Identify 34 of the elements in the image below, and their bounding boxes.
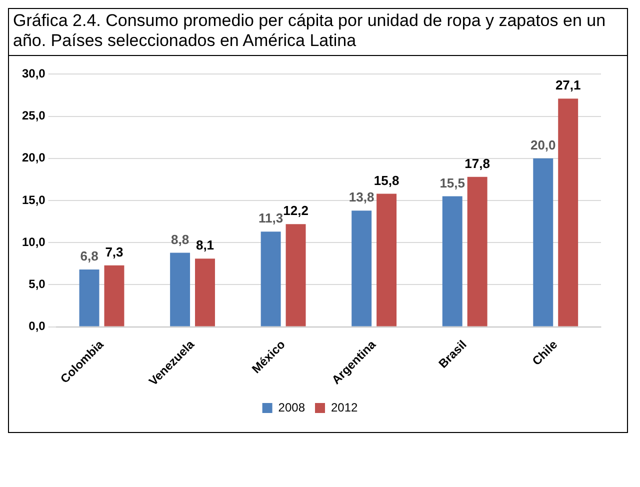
- y-tick-label: 10,0: [22, 234, 46, 249]
- data-label: 15,5: [440, 175, 466, 190]
- data-label: 12,2: [283, 203, 308, 218]
- bar: [442, 196, 462, 326]
- bar: [558, 98, 578, 326]
- bar: [260, 232, 281, 326]
- data-label: 8,8: [170, 232, 190, 247]
- y-tick-label: 0,0: [28, 319, 46, 334]
- data-label: 20,0: [530, 137, 556, 152]
- y-tick-label: 20,0: [22, 150, 46, 165]
- chart-title: Gráfica 2.4. Consumo promedio per cápita por unidad de ropa y zapatos en un año. Países seleccionados en América Latina: [12, 10, 607, 52]
- data-label: 11,3: [258, 210, 284, 226]
- y-tick-label: 25,0: [22, 108, 46, 123]
- data-label: 27,1: [555, 78, 581, 93]
- data-label: 13,8: [348, 190, 374, 205]
- bar: [352, 210, 372, 326]
- data-label: 17,8: [464, 156, 490, 171]
- bar: [467, 176, 488, 326]
- data-label: 8,1: [196, 238, 214, 253]
- bar: [79, 270, 100, 326]
- data-label: 6,8: [80, 248, 98, 264]
- bar: [376, 194, 397, 326]
- bar: [286, 224, 306, 326]
- y-tick-label: 5,0: [28, 277, 46, 291]
- data-label: 15,8: [374, 172, 400, 188]
- bar: [104, 265, 124, 326]
- legend-label: 2008: [278, 400, 306, 414]
- bar: [170, 252, 190, 326]
- y-tick-label: 15,0: [22, 192, 46, 207]
- legend-label: 2012: [331, 400, 358, 414]
- bar: [533, 158, 554, 326]
- bar: [195, 258, 215, 326]
- data-label: 7,3: [105, 244, 124, 260]
- y-tick-label: 30,0: [22, 66, 46, 81]
